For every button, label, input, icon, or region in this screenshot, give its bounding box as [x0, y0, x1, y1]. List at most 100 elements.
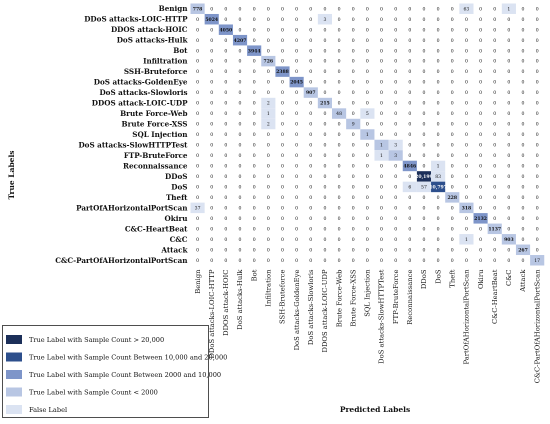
matrix-cell-value: 0	[210, 132, 213, 138]
matrix-cell-value: 0	[507, 153, 510, 159]
matrix-cell-value: 0	[267, 143, 270, 149]
matrix-cell-value: 0	[309, 164, 312, 170]
matrix-cell-value: 0	[437, 80, 440, 86]
matrix-cell-value: 0	[451, 164, 454, 170]
matrix-cell-value: 0	[408, 6, 411, 12]
matrix-cell-value: 0	[281, 90, 284, 96]
matrix-cell-value: 0	[210, 153, 213, 159]
matrix-cell-value: 0	[437, 48, 440, 54]
matrix-cell-value: 0	[196, 69, 199, 75]
matrix-cell-value: 0	[352, 153, 355, 159]
legend-swatch	[6, 405, 22, 414]
matrix-cell-value: 0	[352, 27, 355, 33]
matrix-cell-value: 0	[253, 185, 256, 191]
matrix-cell-value: 0	[239, 226, 242, 232]
matrix-cell-value: 1	[267, 111, 270, 117]
matrix-cell-value: 0	[267, 153, 270, 159]
matrix-cell-value: 0	[224, 153, 227, 159]
matrix-cell-value: 0	[522, 17, 525, 23]
matrix-cell-value: 0	[366, 80, 369, 86]
matrix-cell-value: 0	[366, 6, 369, 12]
matrix-cell-value: 1	[366, 132, 369, 138]
matrix-cells: 778 0 0 0 0 0 0 0 0 0 0 0 0 0 0 0 0 0 0 63 0 0 1 0 00 5024 0 0 0 0 0 0 0…	[190, 3, 545, 266]
matrix-cell-value: 0	[366, 195, 369, 201]
matrix-cell-value: 0	[210, 258, 213, 264]
matrix-cell-value: 9	[352, 122, 355, 128]
column-label: Attack	[519, 269, 527, 293]
matrix-cell-value: 0	[408, 195, 411, 201]
matrix-cell-bg	[402, 160, 417, 172]
legend-entry-label: True Label with Sample Count Between 200…	[29, 371, 221, 379]
matrix-cell-value: 0	[224, 143, 227, 149]
matrix-cell-value: 0	[507, 59, 510, 65]
matrix-cell-value: 0	[380, 216, 383, 222]
matrix-cell-value: 0	[338, 6, 341, 12]
matrix-cell-value: 4050	[219, 27, 232, 33]
matrix-cell-value: 0	[380, 69, 383, 75]
matrix-cell-value: 0	[295, 216, 298, 222]
matrix-cell-value: 0	[479, 90, 482, 96]
matrix-cell-value: 0	[196, 258, 199, 264]
matrix-cell-value: 0	[522, 195, 525, 201]
matrix-cell-value: 10,797	[429, 185, 447, 191]
matrix-cell-value: 0	[479, 153, 482, 159]
matrix-cell-value: 0	[239, 164, 242, 170]
matrix-cell-value: 3944	[248, 48, 262, 54]
matrix-cell-value: 0	[295, 17, 298, 23]
matrix-cell-value: 0	[380, 80, 383, 86]
matrix-cell-value: 0	[493, 164, 496, 170]
matrix-cell-value: 0	[394, 48, 397, 54]
matrix-cell-value: 0	[394, 226, 397, 232]
row-label: Okiru	[165, 214, 188, 223]
matrix-cell-value: 0	[408, 226, 411, 232]
matrix-cell-value: 0	[536, 59, 539, 65]
matrix-cell-value: 0	[338, 27, 341, 33]
matrix-cell-value: 0	[338, 185, 341, 191]
matrix-cell-value: 1	[507, 6, 510, 12]
row-label: Reconnaissance	[123, 161, 188, 170]
matrix-cell-value: 0	[366, 247, 369, 253]
matrix-cell-value: 0	[210, 122, 213, 128]
matrix-cell-value: 0	[338, 38, 341, 44]
matrix-cell-bg	[431, 160, 446, 172]
matrix-cell-value: 0	[437, 6, 440, 12]
matrix-cell-value: 0	[253, 90, 256, 96]
matrix-cell-value: 0	[281, 17, 284, 23]
matrix-cell-value: 0	[352, 111, 355, 117]
matrix-cell-value: 0	[394, 164, 397, 170]
matrix-cell-value: 0	[507, 27, 510, 33]
matrix-cell-value: 0	[366, 185, 369, 191]
matrix-cell-value: 2	[267, 101, 270, 107]
matrix-cell-value: 0	[394, 247, 397, 253]
matrix-cell-value: 0	[493, 111, 496, 117]
matrix-cell-value: 0	[352, 226, 355, 232]
matrix-cell-value: 0	[352, 80, 355, 86]
matrix-cell-value: 0	[338, 174, 341, 180]
matrix-cell-value: 0	[465, 111, 468, 117]
matrix-cell-value: 0	[437, 143, 440, 149]
matrix-cell-value: 0	[210, 205, 213, 211]
matrix-cell-value: 0	[196, 59, 199, 65]
matrix-cell-value: 0	[253, 17, 256, 23]
matrix-cell-value: 0	[309, 80, 312, 86]
matrix-cell-value: 0	[437, 226, 440, 232]
matrix-cell-value: 0	[196, 111, 199, 117]
matrix-cell-value: 0	[224, 101, 227, 107]
matrix-cell-value: 0	[366, 226, 369, 232]
matrix-cell-value: 0	[210, 237, 213, 243]
matrix-cell-value: 0	[493, 122, 496, 128]
matrix-cell-value: 0	[309, 48, 312, 54]
matrix-cell-bg	[261, 108, 276, 119]
matrix-cell-value: 0	[281, 143, 284, 149]
matrix-cell-value: 17	[534, 258, 540, 264]
matrix-cell-value: 0	[253, 111, 256, 117]
matrix-cell-value: 0	[309, 153, 312, 159]
matrix-cell-value: 0	[309, 6, 312, 12]
matrix-cell-value: 0	[465, 247, 468, 253]
matrix-cell-bg	[431, 171, 446, 182]
matrix-cell-value: 0	[253, 164, 256, 170]
matrix-cell-value: 0	[224, 48, 227, 54]
column-label: DDOS attack-HOIC	[222, 270, 230, 336]
matrix-cell-bg	[388, 150, 403, 161]
matrix-cell-value: 0	[536, 205, 539, 211]
